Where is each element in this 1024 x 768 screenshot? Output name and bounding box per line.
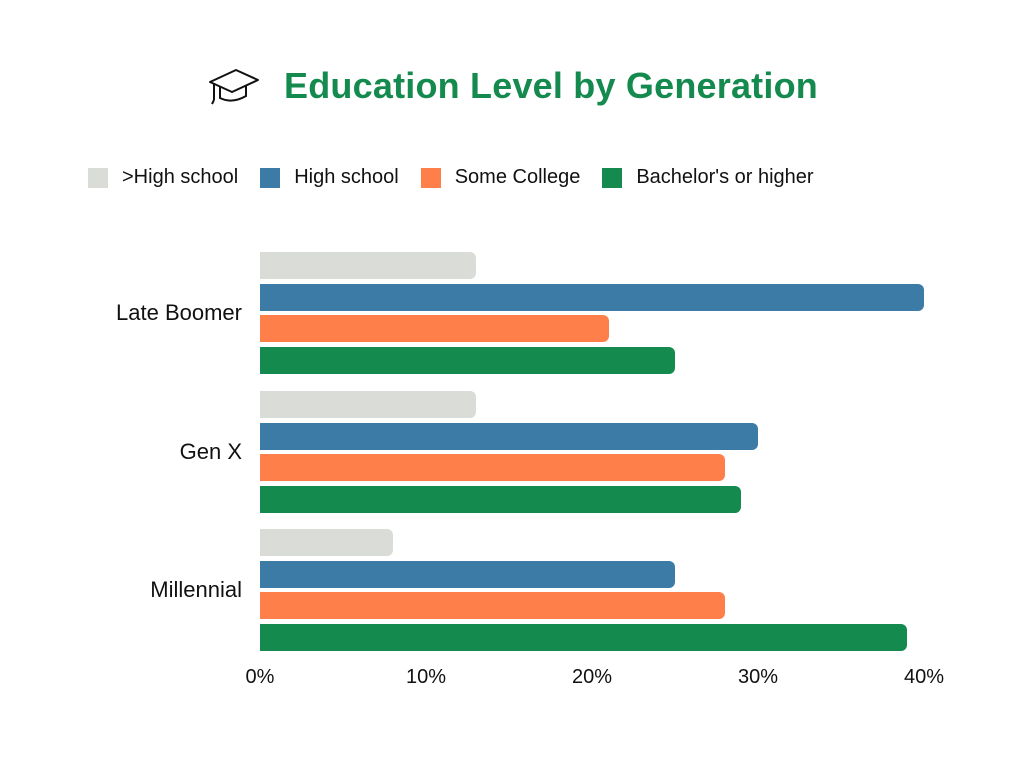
bar: [260, 391, 476, 418]
category-label-late-boomer: Late Boomer: [116, 300, 242, 325]
bar: [260, 283, 924, 311]
legend-item: High school: [260, 166, 399, 189]
graduation-cap-icon: [209, 69, 260, 105]
bar: [260, 422, 758, 450]
legend-label: Bachelor's or higher: [636, 166, 814, 188]
x-tick-20: 20%: [571, 666, 613, 688]
bar: [260, 592, 725, 620]
legend-item: Some College: [420, 166, 581, 189]
bar: [260, 486, 742, 514]
bar: [260, 624, 908, 652]
x-tick-40: 40%: [903, 666, 945, 688]
legend-swatch: [88, 167, 108, 188]
legend-swatch: [602, 167, 623, 188]
bar: [260, 560, 675, 588]
x-tick-30: 30%: [737, 666, 779, 688]
legend-label: Some College: [454, 166, 581, 188]
category-label-millennial: Millennial: [150, 577, 242, 602]
bar: [260, 315, 609, 343]
legend-swatch: [260, 167, 281, 188]
legend-item: Bachelor's or higher: [602, 166, 814, 189]
legend-item: >High school: [88, 166, 238, 189]
legend-label: >High school: [122, 166, 239, 188]
category-label-gen-x: Gen X: [179, 439, 242, 464]
bar: [260, 347, 675, 375]
bar: [260, 252, 476, 279]
x-tick-0: 0%: [245, 666, 275, 688]
bar: [260, 454, 725, 482]
chart-header: Education Level by Generation: [0, 64, 1024, 108]
x-tick-10: 10%: [405, 666, 447, 688]
chart-title: Education Level by Generation: [284, 65, 818, 106]
bar: [260, 529, 393, 556]
legend-label: High school: [294, 166, 399, 188]
legend-swatch: [420, 167, 441, 188]
chart-legend: >High school High school Some College Ba…: [88, 166, 836, 189]
